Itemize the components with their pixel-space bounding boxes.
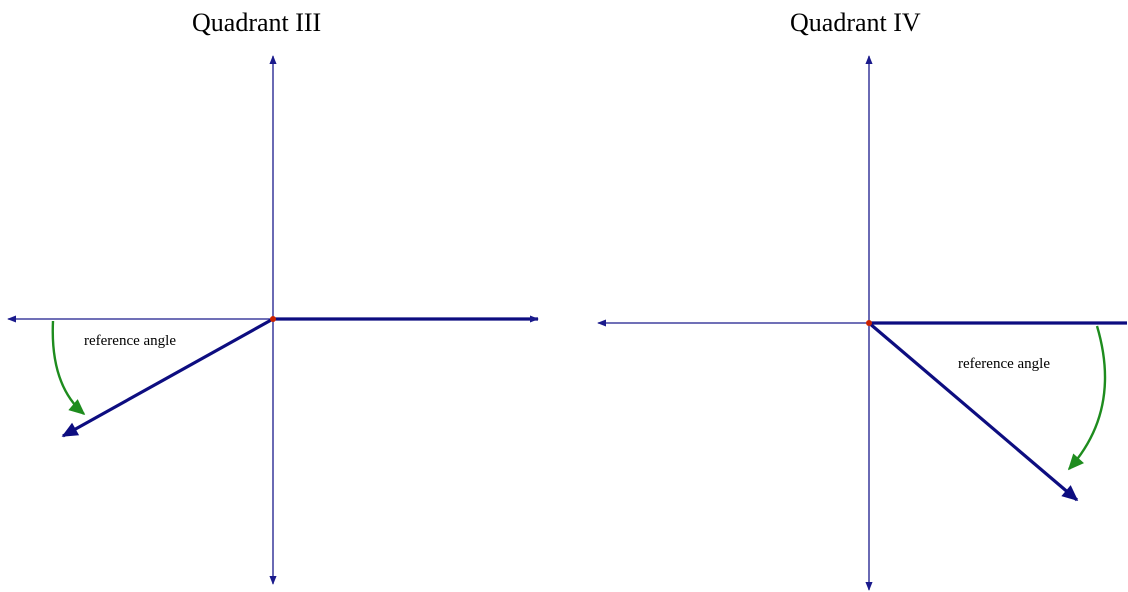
quadrant-iv-title: Quadrant IV bbox=[790, 8, 921, 37]
q4-terminal-side bbox=[867, 321, 1079, 502]
q3-origin-point bbox=[270, 316, 276, 322]
q3-reference-angle-label: reference angle bbox=[84, 333, 177, 349]
q4-origin-point bbox=[866, 320, 872, 326]
q4-reference-angle-arc bbox=[1067, 325, 1107, 471]
q3-reference-angle-arc bbox=[51, 320, 86, 416]
q4-reference-angle-label: reference angle bbox=[958, 356, 1051, 372]
q3-terminal-side bbox=[61, 317, 274, 438]
quadrant-iii-panel bbox=[7, 55, 539, 585]
quadrant-iii-title: Quadrant III bbox=[192, 8, 322, 37]
quadrant-iv-panel bbox=[597, 55, 1127, 591]
